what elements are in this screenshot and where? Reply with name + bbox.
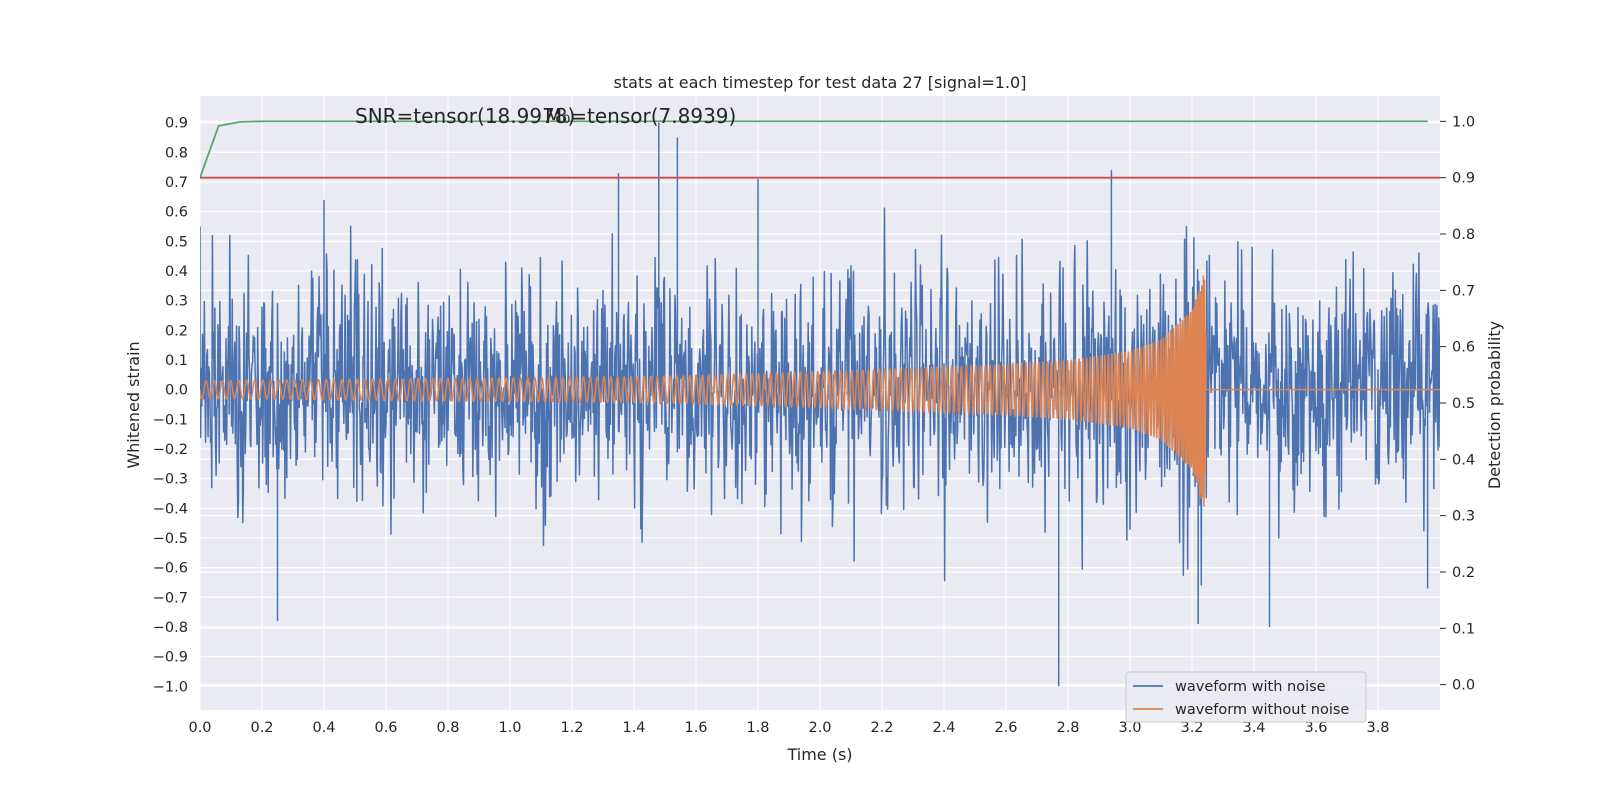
y-left-axis-label: Whitened strain [124, 341, 143, 468]
x-tick-label: 1.6 [684, 720, 707, 736]
y-left-tick-label: −0.1 [153, 412, 188, 428]
x-tick-label: 0.2 [250, 720, 273, 736]
y-left-tick-label: 0.5 [165, 234, 188, 250]
y-left-tick-label: −0.5 [153, 531, 188, 547]
y-left-tick-label: 0.2 [165, 323, 188, 339]
y-left-tick-label: 0.9 [165, 116, 188, 132]
snr-annotation: SNR=tensor(18.9978) [355, 104, 575, 128]
y-right-axis-label: Detection probability [1485, 321, 1504, 489]
y-left-tick-label: 0.7 [165, 175, 188, 191]
series-layer [200, 120, 1440, 687]
x-tick-label: 1.8 [746, 720, 769, 736]
y-right-tick-label: 1.0 [1452, 114, 1475, 130]
y-left-tick-label: 0.3 [165, 294, 188, 310]
x-tick-label: 0.8 [436, 720, 459, 736]
x-tick-label: 2.0 [808, 720, 831, 736]
y-right-tick-labels: 1.0 0.9 0.8 0.7 0.6 0.5 0.4 0.3 0.2 0.1 0.0 [1440, 114, 1475, 694]
x-tick-label: 2.2 [870, 720, 893, 736]
legend-entry-clean: waveform without noise [1175, 702, 1349, 718]
x-tick-label: 0.0 [188, 720, 211, 736]
y-left-tick-label: −0.9 [153, 650, 188, 666]
y-left-tick-label: 0.6 [165, 205, 188, 221]
legend-box [1125, 671, 1367, 723]
x-tick-label: 0.4 [312, 720, 335, 736]
y-right-tick-label: 0.6 [1452, 340, 1475, 356]
series-waveform-without-noise [200, 275, 1440, 507]
legend-entry-noise: waveform with noise [1175, 679, 1326, 695]
chart-title: stats at each timestep for test data 27 … [614, 73, 1027, 92]
x-tick-label: 2.4 [932, 720, 955, 736]
y-right-tick-label: 0.9 [1452, 171, 1475, 187]
x-axis-label: Time (s) [786, 745, 852, 764]
x-tick-label: 2.8 [1056, 720, 1079, 736]
x-tick-label: 1.2 [560, 720, 583, 736]
y-left-tick-label: 0.4 [165, 264, 188, 280]
series-waveform-with-noise [200, 122, 1440, 687]
y-right-tick-label: 0.0 [1452, 678, 1475, 694]
y-left-tick-label: −0.3 [153, 472, 188, 488]
y-left-tick-label: −0.7 [153, 590, 188, 606]
x-tick-label: 0.6 [374, 720, 397, 736]
y-left-tick-label: −1.0 [153, 679, 188, 695]
y-left-tick-label: 0.1 [165, 353, 188, 369]
x-tick-label: 3.8 [1366, 720, 1389, 736]
y-right-tick-label: 0.8 [1452, 227, 1475, 243]
x-tick-label: 3.0 [1118, 720, 1141, 736]
y-left-tick-labels: 0.9 0.8 0.7 0.6 0.5 0.4 0.3 0.2 0.1 0.0 −0.1 −0.2 −0… [153, 116, 188, 696]
x-tick-label: 1.0 [498, 720, 521, 736]
x-tick-label: 3.6 [1304, 720, 1327, 736]
x-tick-label: 2.6 [994, 720, 1017, 736]
mass-annotation: M₀=tensor(7.8939) [545, 104, 736, 128]
y-left-tick-label: 0.8 [165, 145, 188, 161]
x-tick-labels: 0.0 0.2 0.4 0.6 0.8 1.0 1.2 1.4 1.6 1.8 2.0 2.2 2.4 2… [188, 720, 1389, 736]
y-right-tick-label: 0.7 [1452, 283, 1475, 299]
y-right-tick-label: 0.3 [1452, 509, 1475, 525]
y-right-tick-label: 0.2 [1452, 565, 1475, 581]
x-tick-label: 1.4 [622, 720, 645, 736]
y-right-tick-label: 0.4 [1452, 452, 1475, 468]
legend: waveform with noise waveform without noi… [1125, 671, 1367, 723]
y-left-tick-label: −0.4 [153, 501, 188, 517]
series-detection-probability [200, 120, 1428, 178]
y-right-tick-label: 0.1 [1452, 621, 1475, 637]
y-right-tick-label: 0.5 [1452, 396, 1475, 412]
x-tick-label: 3.2 [1180, 720, 1203, 736]
y-left-tick-label: −0.2 [153, 442, 188, 458]
x-tick-label: 3.4 [1242, 720, 1265, 736]
y-left-tick-label: −0.8 [153, 620, 188, 636]
y-left-tick-label: 0.0 [165, 383, 188, 399]
y-left-tick-label: −0.6 [153, 561, 188, 577]
